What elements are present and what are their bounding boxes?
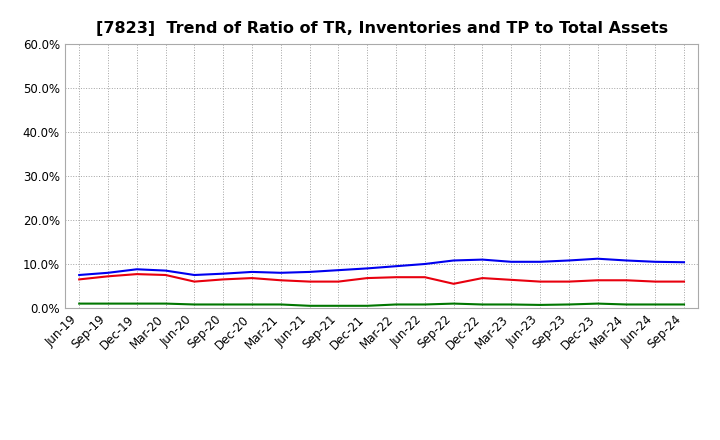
Trade Payables [334,303,343,308]
Trade Payables [593,301,602,306]
Title: [7823]  Trend of Ratio of TR, Inventories and TP to Total Assets: [7823] Trend of Ratio of TR, Inventories… [96,21,667,36]
Trade Receivables [478,275,487,281]
Trade Payables [132,301,141,306]
Trade Payables [622,302,631,307]
Trade Payables [161,301,170,306]
Trade Payables [478,302,487,307]
Inventories [392,264,400,269]
Inventories [680,260,688,265]
Inventories [478,257,487,262]
Trade Receivables [248,275,256,281]
Trade Receivables [104,274,112,279]
Trade Receivables [651,279,660,284]
Inventories [622,258,631,263]
Trade Receivables [507,277,516,282]
Inventories [507,259,516,264]
Inventories [449,258,458,263]
Trade Receivables [420,275,429,280]
Inventories [276,270,285,275]
Trade Receivables [219,277,228,282]
Inventories [219,271,228,276]
Inventories [420,261,429,267]
Inventories [593,256,602,261]
Trade Receivables [75,277,84,282]
Inventories [132,267,141,272]
Inventories [190,272,199,278]
Trade Payables [190,302,199,307]
Trade Payables [449,301,458,306]
Trade Payables [363,303,372,308]
Inventories [305,269,314,275]
Trade Receivables [334,279,343,284]
Line: Trade Receivables: Trade Receivables [79,274,684,284]
Inventories [363,266,372,271]
Inventories [248,269,256,275]
Trade Payables [507,302,516,307]
Trade Receivables [363,275,372,281]
Trade Payables [680,302,688,307]
Line: Trade Payables: Trade Payables [79,304,684,306]
Trade Receivables [593,278,602,283]
Inventories [536,259,544,264]
Trade Payables [276,302,285,307]
Inventories [161,268,170,273]
Trade Receivables [680,279,688,284]
Trade Receivables [161,272,170,278]
Trade Payables [219,302,228,307]
Trade Payables [651,302,660,307]
Trade Receivables [564,279,573,284]
Trade Payables [564,302,573,307]
Inventories [651,259,660,264]
Inventories [564,258,573,263]
Trade Receivables [190,279,199,284]
Inventories [334,268,343,273]
Trade Receivables [305,279,314,284]
Trade Receivables [392,275,400,280]
Trade Receivables [132,271,141,277]
Trade Payables [248,302,256,307]
Trade Receivables [276,278,285,283]
Trade Payables [305,303,314,308]
Trade Payables [420,302,429,307]
Inventories [75,272,84,278]
Trade Payables [104,301,112,306]
Trade Payables [536,302,544,308]
Inventories [104,270,112,275]
Line: Inventories: Inventories [79,259,684,275]
Trade Payables [75,301,84,306]
Trade Receivables [536,279,544,284]
Trade Receivables [449,281,458,286]
Trade Payables [392,302,400,307]
Trade Receivables [622,278,631,283]
